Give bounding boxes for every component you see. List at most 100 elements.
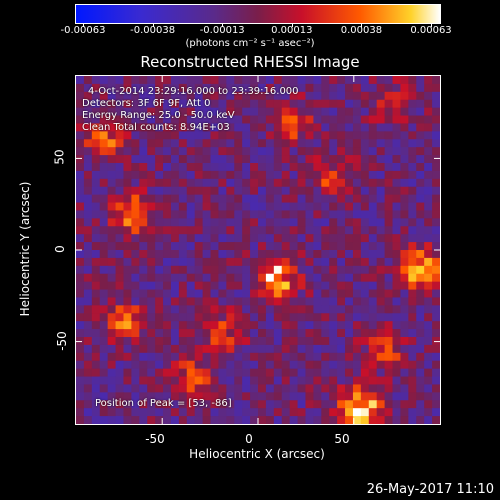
heatmap-cell	[321, 313, 330, 322]
heatmap-cell	[352, 281, 362, 291]
heatmap-cell	[376, 250, 386, 259]
heatmap-cell	[424, 170, 433, 180]
heatmap-cell	[218, 352, 227, 362]
heatmap-cell	[250, 202, 259, 212]
heatmap-cell	[368, 115, 378, 125]
heatmap-cell	[305, 226, 314, 235]
heatmap-cell	[234, 376, 243, 386]
heatmap-cell	[352, 368, 362, 378]
heatmap-cell	[321, 91, 330, 101]
heatmap-cell	[170, 139, 180, 148]
heatmap-cell	[123, 155, 132, 164]
heatmap-cell	[424, 76, 433, 85]
heatmap-cell	[147, 265, 156, 275]
heatmap-cell	[352, 194, 362, 204]
heatmap-cell	[432, 123, 440, 132]
heatmap-cell	[345, 242, 354, 251]
heatmap-cell	[329, 170, 338, 180]
heatmap-cell	[194, 91, 204, 101]
heatmap-cell	[155, 170, 164, 180]
heatmap-cell	[139, 273, 148, 283]
heatmap-cell	[115, 329, 125, 338]
heatmap-cell	[297, 91, 307, 101]
heatmap-cell	[155, 91, 164, 101]
heatmap-cell	[147, 305, 156, 314]
heatmap-cell	[392, 360, 402, 370]
heatmap-cell	[400, 289, 409, 299]
heatmap-cell	[147, 115, 156, 125]
heatmap-cell	[265, 368, 275, 378]
heatmap-cell	[107, 178, 117, 188]
heatmap-cell	[131, 163, 140, 172]
heatmap-cell	[321, 392, 330, 401]
heatmap-cell	[202, 107, 212, 117]
heatmap-cell	[321, 400, 330, 409]
heatmap-cell	[352, 360, 362, 370]
heatmap-cell	[178, 139, 188, 148]
heatmap-cell	[107, 297, 117, 306]
heatmap-cell	[147, 257, 156, 267]
heatmap-cell	[376, 107, 386, 117]
heatmap-cell	[155, 202, 164, 212]
heatmap-cell	[258, 305, 267, 314]
heatmap-cell	[408, 384, 417, 393]
heatmap-cell	[123, 416, 132, 424]
heatmap-cell	[147, 91, 156, 101]
heatmap-cell	[99, 352, 109, 362]
heatmap-cell	[281, 91, 291, 101]
heatmap-cell	[139, 281, 148, 291]
heatmap-cell	[337, 76, 346, 85]
heatmap-cell	[202, 226, 212, 235]
heatmap-cell	[360, 234, 370, 243]
heatmap-cell	[76, 178, 85, 188]
heatmap-cell	[131, 265, 140, 275]
heatmap-cell	[345, 147, 354, 156]
heatmap-cell	[305, 210, 314, 219]
heatmap-cell	[186, 344, 196, 354]
heatmap-cell	[297, 376, 307, 386]
heatmap-cell	[408, 178, 417, 188]
heatmap-cell	[305, 194, 314, 204]
heatmap-cell	[115, 265, 125, 275]
heatmap-cell	[139, 321, 148, 330]
heatmap-cell	[416, 163, 425, 172]
heatmap-cell	[76, 163, 85, 172]
heatmap-cell	[376, 384, 386, 393]
heatmap-cell	[329, 123, 338, 132]
heatmap-cell	[321, 305, 330, 314]
heatmap-cell	[83, 155, 93, 164]
heatmap-cell	[424, 155, 433, 164]
heatmap-cell	[424, 321, 433, 330]
heatmap-cell	[305, 384, 314, 393]
heatmap-cell	[289, 273, 299, 283]
heatmap-cell	[424, 186, 433, 196]
heatmap-cell	[234, 139, 243, 148]
heatmap-cell	[400, 376, 409, 386]
heatmap-cell	[305, 250, 314, 259]
heatmap-cell	[345, 163, 354, 172]
heatmap-cell	[273, 210, 283, 219]
heatmap-cell	[76, 107, 85, 117]
heatmap-cell	[250, 337, 259, 346]
heatmap-cell	[242, 99, 251, 109]
heatmap-cell	[218, 408, 227, 417]
heatmap-cell	[345, 313, 354, 322]
heatmap-cell	[139, 400, 148, 409]
heatmap-cell	[115, 170, 125, 180]
heatmap-cell	[250, 194, 259, 204]
heatmap-cell	[432, 194, 440, 204]
heatmap-cell	[83, 194, 93, 204]
heatmap-cell	[76, 194, 85, 204]
heatmap-cell	[218, 234, 227, 243]
heatmap-cell	[305, 202, 314, 212]
heatmap-cell	[265, 313, 275, 322]
heatmap-cell	[170, 99, 180, 109]
heatmap-cell	[313, 131, 322, 140]
heatmap-cell	[352, 155, 362, 164]
heatmap-cell	[107, 242, 117, 251]
heatmap-cell	[226, 337, 235, 346]
heatmap-cell	[186, 170, 196, 180]
heatmap-cell	[178, 155, 188, 164]
heatmap-cell	[258, 313, 267, 322]
heatmap-cell	[123, 210, 132, 219]
